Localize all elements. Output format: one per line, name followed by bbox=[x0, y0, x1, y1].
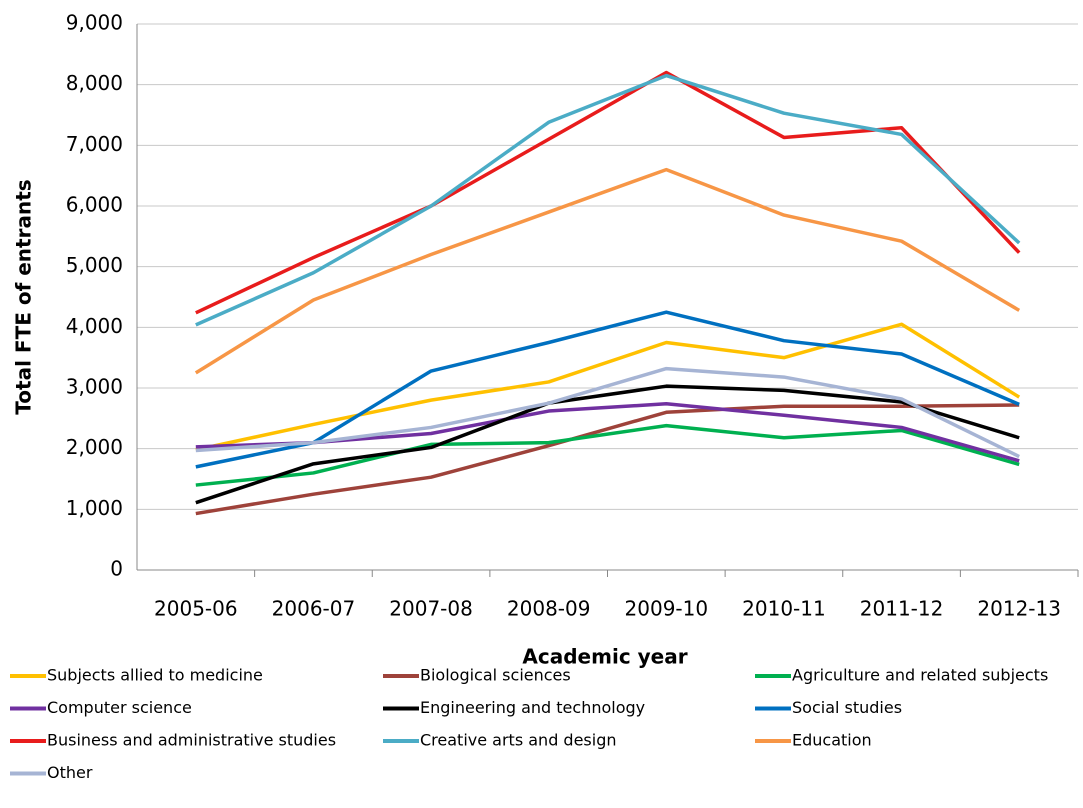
x-tick-label: 2011-12 bbox=[860, 597, 944, 621]
x-tick-label: 2009-10 bbox=[625, 597, 709, 621]
y-tick-label: 7,000 bbox=[66, 132, 123, 156]
line bbox=[195, 403, 1020, 516]
legend-label: Agriculture and related subjects bbox=[792, 666, 1048, 685]
y-tick-label: 5,000 bbox=[66, 253, 123, 277]
legend-label: Subjects allied to medicine bbox=[47, 666, 263, 685]
y-tick-label: 9,000 bbox=[66, 11, 123, 35]
legend-label: Business and administrative studies bbox=[47, 731, 336, 750]
x-tick-label: 2008-09 bbox=[507, 597, 591, 621]
line bbox=[195, 73, 1021, 327]
legend-label: Engineering and technology bbox=[420, 698, 645, 717]
x-tick-label: 2006-07 bbox=[272, 597, 356, 621]
legend-label: Creative arts and design bbox=[420, 731, 617, 750]
y-tick-label: 0 bbox=[110, 557, 123, 581]
legend-label: Computer science bbox=[47, 698, 192, 717]
legend-label: Social studies bbox=[792, 698, 902, 717]
x-tick-label: 2012-13 bbox=[977, 597, 1061, 621]
x-tick-label: 2007-08 bbox=[389, 597, 473, 621]
line bbox=[195, 366, 1020, 459]
legend-label: Biological sciences bbox=[420, 666, 571, 685]
y-tick-label: 6,000 bbox=[66, 193, 123, 217]
legend-label: Other bbox=[47, 763, 93, 782]
y-tick-label: 4,000 bbox=[66, 314, 123, 338]
line bbox=[195, 423, 1020, 487]
line bbox=[194, 167, 1021, 375]
y-tick-label: 3,000 bbox=[66, 375, 123, 399]
y-axis-title: Total FTE of entrants bbox=[12, 179, 36, 414]
y-tick-label: 1,000 bbox=[66, 496, 123, 520]
x-axis-title: Academic year bbox=[522, 645, 687, 669]
legend-label: Education bbox=[792, 731, 872, 750]
y-tick-label: 8,000 bbox=[66, 71, 123, 95]
line bbox=[195, 384, 1020, 505]
y-tick-label: 2,000 bbox=[66, 435, 123, 459]
line bbox=[195, 310, 1020, 469]
x-tick-label: 2010-11 bbox=[742, 597, 826, 621]
x-tick-label: 2005-06 bbox=[154, 597, 238, 621]
line bbox=[195, 322, 1021, 452]
